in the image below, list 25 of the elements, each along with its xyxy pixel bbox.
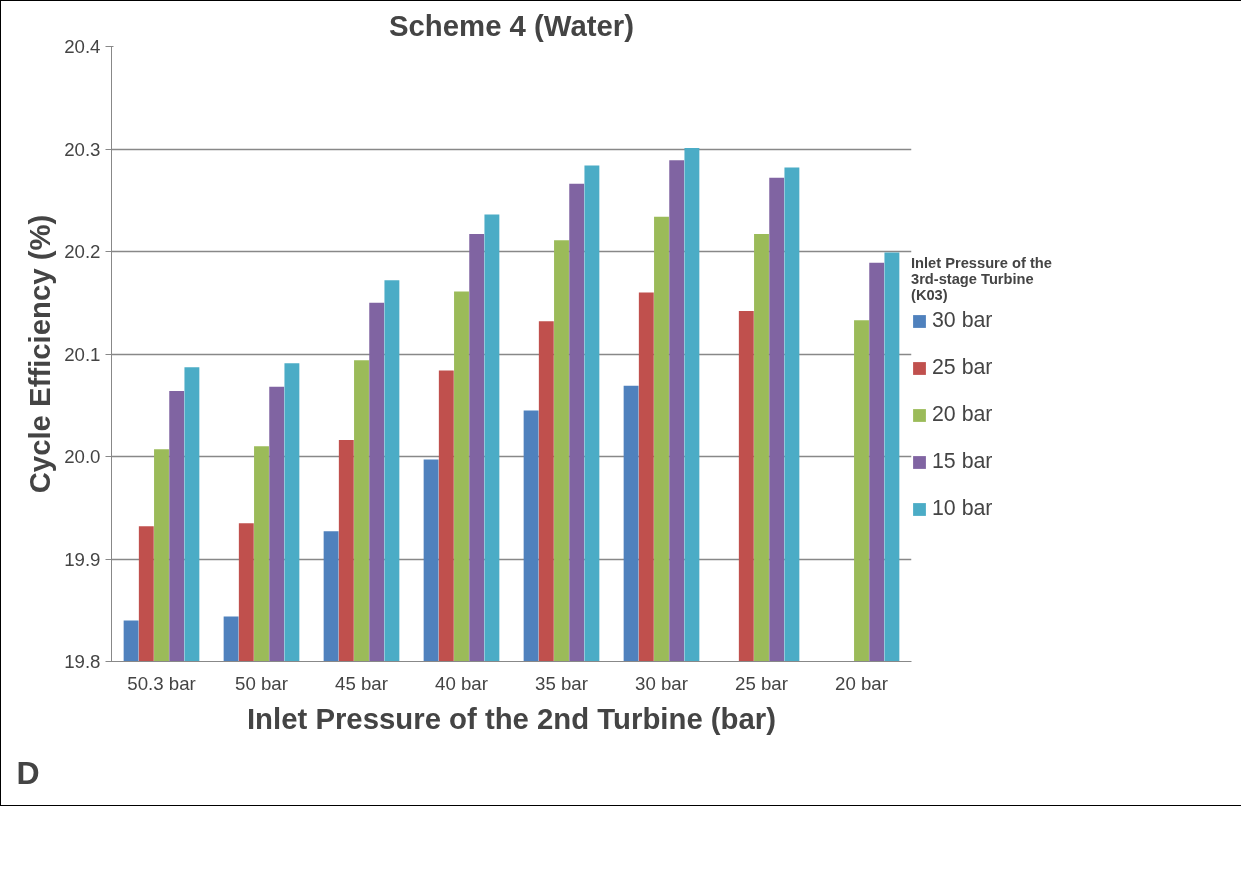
text: D — [16, 754, 40, 791]
x-tick-label: 30 bar — [635, 672, 688, 694]
y-tick-label: 19.9 — [64, 548, 101, 570]
y-axis-title: Cycle Efficiency (%) — [23, 214, 57, 494]
x-axis-title: Inlet Pressure of the 2nd Turbine (bar) — [246, 701, 777, 735]
legend-label: 20 bar — [932, 402, 993, 427]
y-tick-label: 19.8 — [64, 651, 101, 672]
x-tick-label: 40 bar — [435, 672, 488, 694]
x-tick-label: 20 bar — [835, 672, 888, 694]
x-tick-label: 45 bar — [335, 672, 388, 694]
y-tick-label: 20.4 — [64, 36, 101, 57]
legend-label: 25 bar — [932, 355, 993, 380]
chart-title: Scheme 4 (Water) — [388, 8, 635, 42]
y-tick-label: 20.1 — [64, 343, 101, 365]
x-tick-label: 35 bar — [535, 672, 588, 694]
legend-label: 15 bar — [932, 449, 993, 474]
y-tick-label: 20.2 — [64, 241, 101, 262]
x-tick-label: 50 bar — [235, 672, 288, 694]
legend-label: 30 bar — [932, 308, 993, 333]
legend-title: Inlet Pressure of the 3rd-stage Turbine (K03) — [911, 255, 1052, 303]
legend-label: 10 bar — [932, 496, 993, 521]
y-tick-label: 20.3 — [64, 138, 101, 160]
x-tick-label: 50.3 bar — [127, 672, 196, 694]
x-tick-label: 25 bar — [735, 672, 788, 694]
y-tick-label: 20.0 — [64, 446, 101, 467]
